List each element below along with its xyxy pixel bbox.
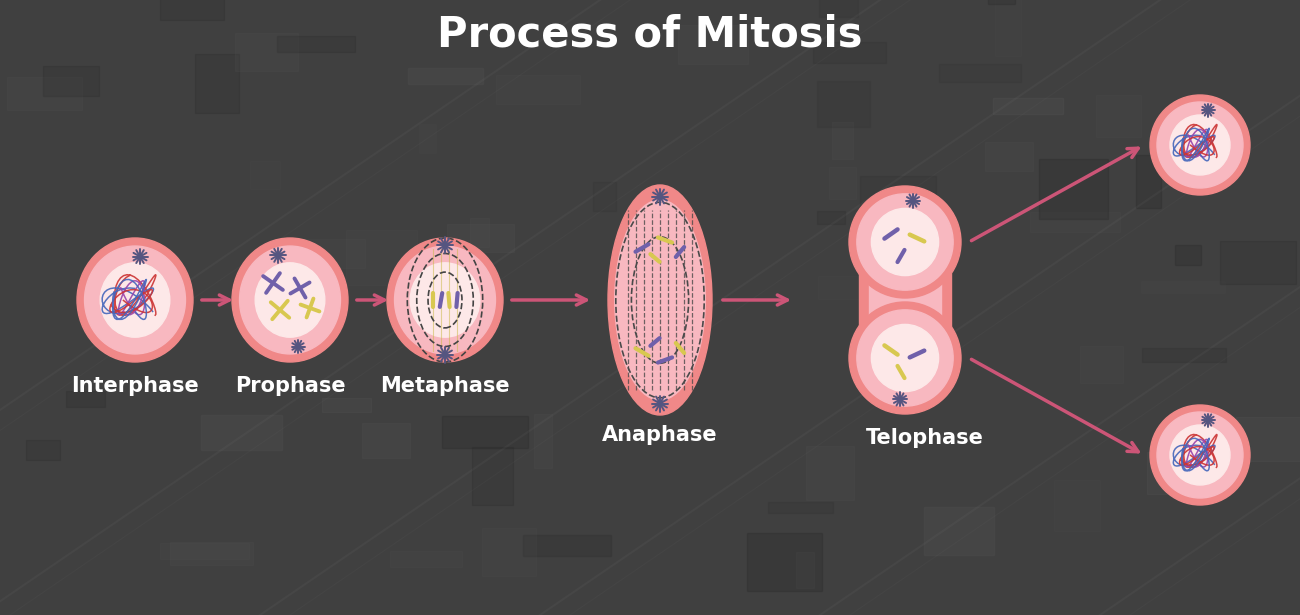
Bar bbox=[623, 224, 688, 249]
Ellipse shape bbox=[84, 246, 186, 354]
Ellipse shape bbox=[1170, 425, 1230, 485]
Bar bbox=[859, 273, 950, 327]
Text: Metaphase: Metaphase bbox=[380, 376, 510, 396]
Bar bbox=[1219, 241, 1296, 284]
Bar bbox=[818, 276, 870, 299]
Bar bbox=[829, 167, 855, 199]
Bar bbox=[170, 542, 254, 565]
Ellipse shape bbox=[387, 238, 503, 362]
Bar bbox=[816, 81, 871, 127]
Bar bbox=[66, 391, 105, 407]
Bar bbox=[280, 239, 365, 268]
Bar bbox=[1141, 281, 1225, 293]
Ellipse shape bbox=[857, 310, 953, 406]
Bar bbox=[677, 25, 749, 63]
Bar bbox=[200, 415, 282, 450]
Bar bbox=[43, 66, 99, 96]
Bar bbox=[1175, 245, 1201, 264]
Bar bbox=[495, 75, 580, 104]
Bar bbox=[1096, 95, 1140, 137]
Bar bbox=[1040, 159, 1109, 218]
Bar bbox=[868, 279, 941, 322]
Ellipse shape bbox=[871, 324, 939, 392]
Bar bbox=[6, 76, 82, 110]
Ellipse shape bbox=[394, 246, 495, 354]
Bar bbox=[594, 182, 616, 211]
Bar bbox=[1054, 480, 1100, 531]
Ellipse shape bbox=[1150, 95, 1251, 195]
Text: Telophase: Telophase bbox=[866, 428, 984, 448]
Bar bbox=[390, 551, 462, 567]
Bar bbox=[994, 0, 1022, 56]
Bar bbox=[859, 176, 936, 226]
Bar bbox=[924, 507, 993, 555]
Bar bbox=[797, 552, 814, 588]
Bar bbox=[819, 0, 858, 17]
Bar bbox=[408, 68, 482, 84]
Bar bbox=[939, 63, 1021, 82]
Bar bbox=[1148, 452, 1205, 494]
Ellipse shape bbox=[849, 302, 961, 414]
Bar bbox=[321, 398, 370, 412]
Ellipse shape bbox=[231, 238, 348, 362]
Ellipse shape bbox=[871, 208, 939, 276]
Ellipse shape bbox=[849, 186, 961, 298]
Text: Interphase: Interphase bbox=[72, 376, 199, 396]
Bar bbox=[1080, 346, 1123, 383]
Bar bbox=[26, 440, 60, 459]
Ellipse shape bbox=[1157, 412, 1243, 498]
Bar bbox=[1031, 212, 1119, 232]
Bar bbox=[195, 54, 239, 113]
Bar bbox=[767, 502, 833, 513]
Bar bbox=[985, 143, 1034, 172]
Bar bbox=[419, 124, 436, 153]
Ellipse shape bbox=[1150, 405, 1251, 505]
Ellipse shape bbox=[100, 263, 170, 337]
Bar bbox=[1136, 156, 1161, 208]
Bar bbox=[523, 535, 611, 555]
Bar bbox=[993, 98, 1063, 114]
Bar bbox=[1141, 349, 1226, 362]
Bar bbox=[277, 36, 355, 52]
Bar bbox=[235, 33, 298, 71]
Bar bbox=[806, 446, 854, 500]
Text: Prophase: Prophase bbox=[235, 376, 346, 396]
Bar bbox=[816, 211, 845, 224]
Bar bbox=[482, 528, 536, 576]
Bar bbox=[346, 231, 417, 285]
Ellipse shape bbox=[255, 263, 325, 337]
Ellipse shape bbox=[615, 200, 705, 400]
Text: Anaphase: Anaphase bbox=[602, 425, 718, 445]
Bar bbox=[472, 447, 514, 505]
Bar bbox=[469, 218, 489, 247]
Bar bbox=[160, 0, 224, 20]
Text: Process of Mitosis: Process of Mitosis bbox=[437, 13, 863, 55]
Bar bbox=[442, 416, 529, 448]
Ellipse shape bbox=[239, 246, 341, 354]
Bar bbox=[160, 542, 250, 558]
Ellipse shape bbox=[1157, 102, 1243, 188]
Ellipse shape bbox=[411, 263, 480, 337]
Bar bbox=[832, 122, 854, 159]
Ellipse shape bbox=[1170, 115, 1230, 175]
Bar bbox=[746, 533, 822, 590]
Bar bbox=[988, 0, 1014, 4]
Bar bbox=[447, 224, 514, 252]
Bar bbox=[1236, 417, 1300, 461]
Ellipse shape bbox=[608, 185, 712, 415]
Bar bbox=[812, 42, 885, 63]
Ellipse shape bbox=[77, 238, 192, 362]
Bar bbox=[534, 414, 552, 468]
Bar bbox=[250, 161, 281, 189]
Ellipse shape bbox=[857, 194, 953, 290]
Bar bbox=[361, 423, 411, 458]
